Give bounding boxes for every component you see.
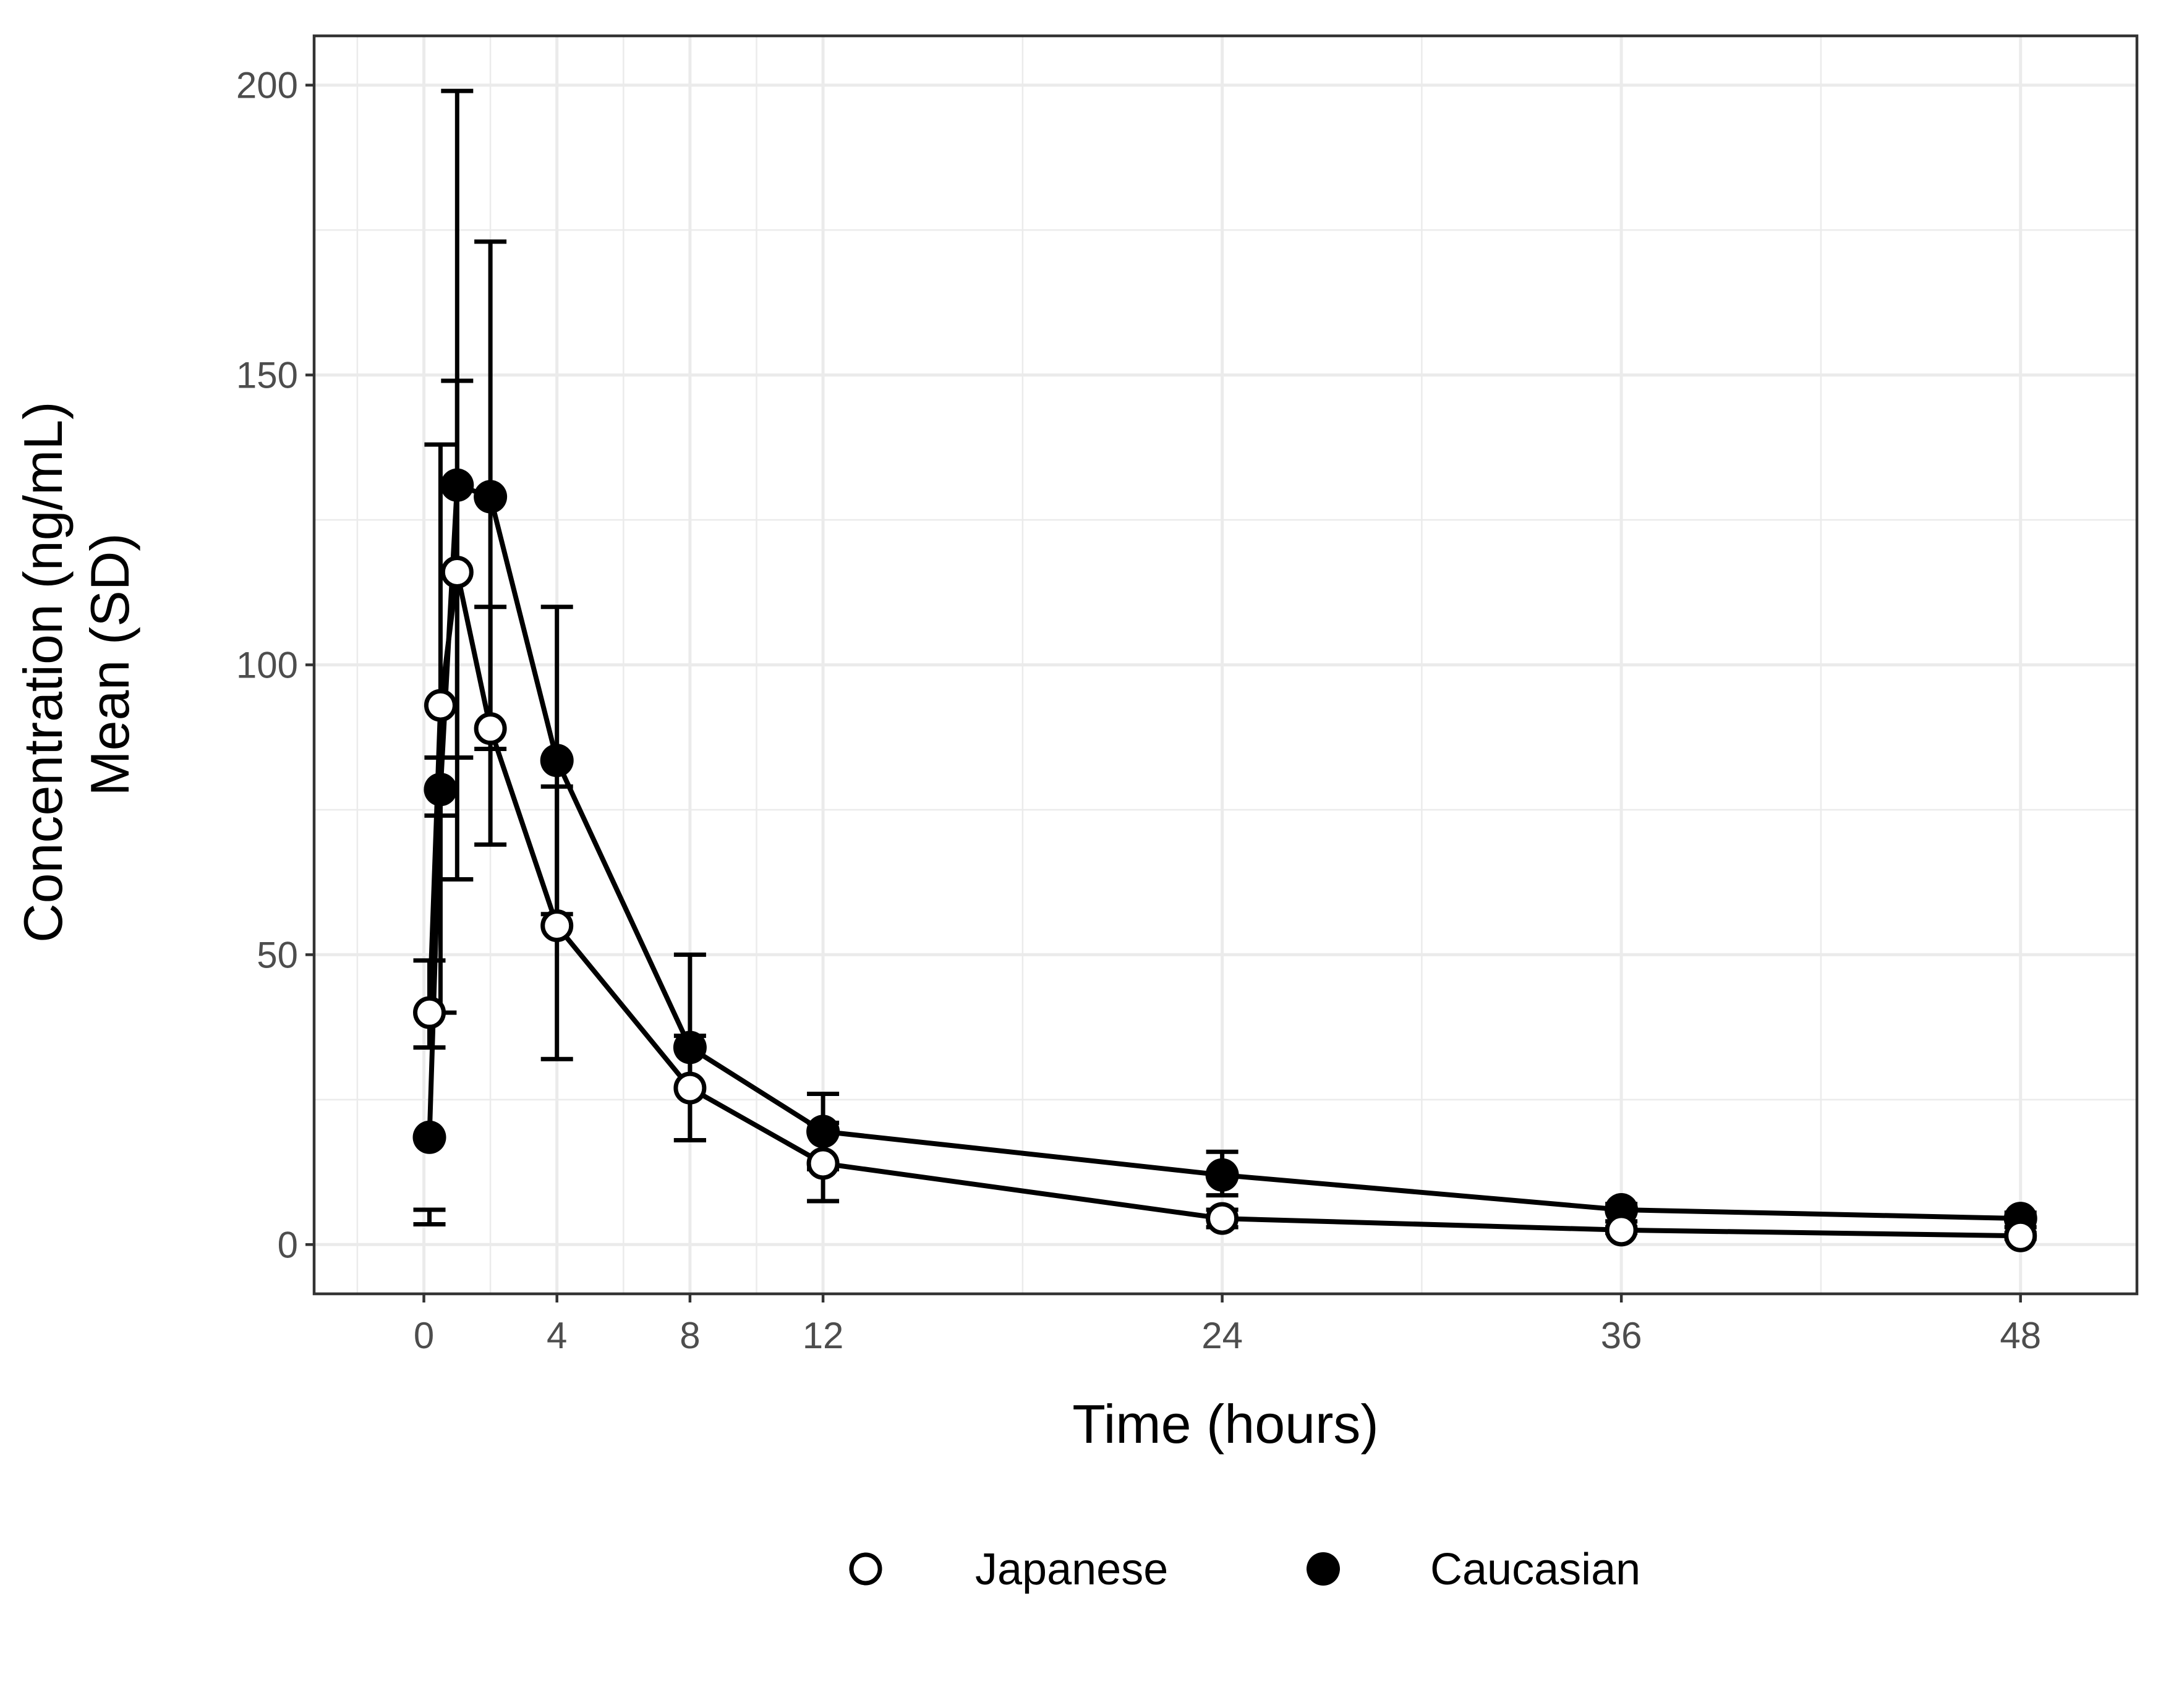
data-point-japanese <box>474 712 507 746</box>
x-tick-label: 36 <box>1601 1315 1642 1356</box>
y-axis-title-line-1: Concentration (ng/mL) <box>12 401 74 943</box>
legend-key-caucasian <box>1307 1552 1340 1586</box>
y-tick-label: 0 <box>278 1224 298 1265</box>
data-point-caucasian <box>806 1115 840 1149</box>
x-tick-label: 12 <box>803 1315 844 1356</box>
data-point-japanese <box>806 1147 840 1180</box>
legend-label-japanese: Japanese <box>975 1545 1168 1594</box>
data-point-japanese <box>440 555 474 588</box>
data-point-caucasian <box>424 773 458 807</box>
data-point-caucasian <box>1205 1158 1239 1192</box>
x-tick-label: 0 <box>414 1315 434 1356</box>
data-point-caucasian <box>673 1030 707 1064</box>
x-tick-label: 48 <box>2000 1315 2041 1356</box>
y-axis-title-line-2: Mean (SD) <box>79 533 140 796</box>
data-point-japanese <box>1206 1202 1239 1235</box>
x-tick-label: 4 <box>547 1315 567 1356</box>
series-points <box>412 468 2037 1252</box>
data-point-japanese <box>2004 1219 2037 1252</box>
x-axis-title: Time (hours) <box>1072 1393 1378 1455</box>
y-tick-label: 200 <box>236 65 298 106</box>
data-point-japanese <box>413 996 446 1029</box>
data-point-japanese <box>424 689 457 722</box>
legend-label-caucasian: Caucasian <box>1430 1545 1640 1594</box>
data-point-caucasian <box>440 468 474 502</box>
x-tick-label: 8 <box>680 1315 700 1356</box>
x-tick-label: 24 <box>1201 1315 1243 1356</box>
data-point-caucasian <box>474 480 508 514</box>
y-axis-title: Concentration (ng/mL) Mean (SD) <box>12 386 140 943</box>
grid-major <box>314 36 2137 1294</box>
y-tick-label: 150 <box>236 355 298 396</box>
data-point-japanese <box>673 1071 707 1105</box>
legend-key-japanese <box>849 1552 882 1586</box>
axis-ticks <box>305 83 2022 1302</box>
legend: Japanese Caucasian <box>849 1545 1640 1594</box>
data-point-caucasian <box>412 1120 446 1154</box>
series-layer <box>412 88 2037 1252</box>
series-lines <box>427 482 2021 1239</box>
y-tick-label: 100 <box>236 645 298 686</box>
series-line-caucasian <box>427 482 2021 1222</box>
data-point-japanese <box>540 909 574 943</box>
data-point-japanese <box>1605 1213 1638 1247</box>
data-point-caucasian <box>540 744 574 778</box>
y-tick-label: 50 <box>257 934 298 975</box>
